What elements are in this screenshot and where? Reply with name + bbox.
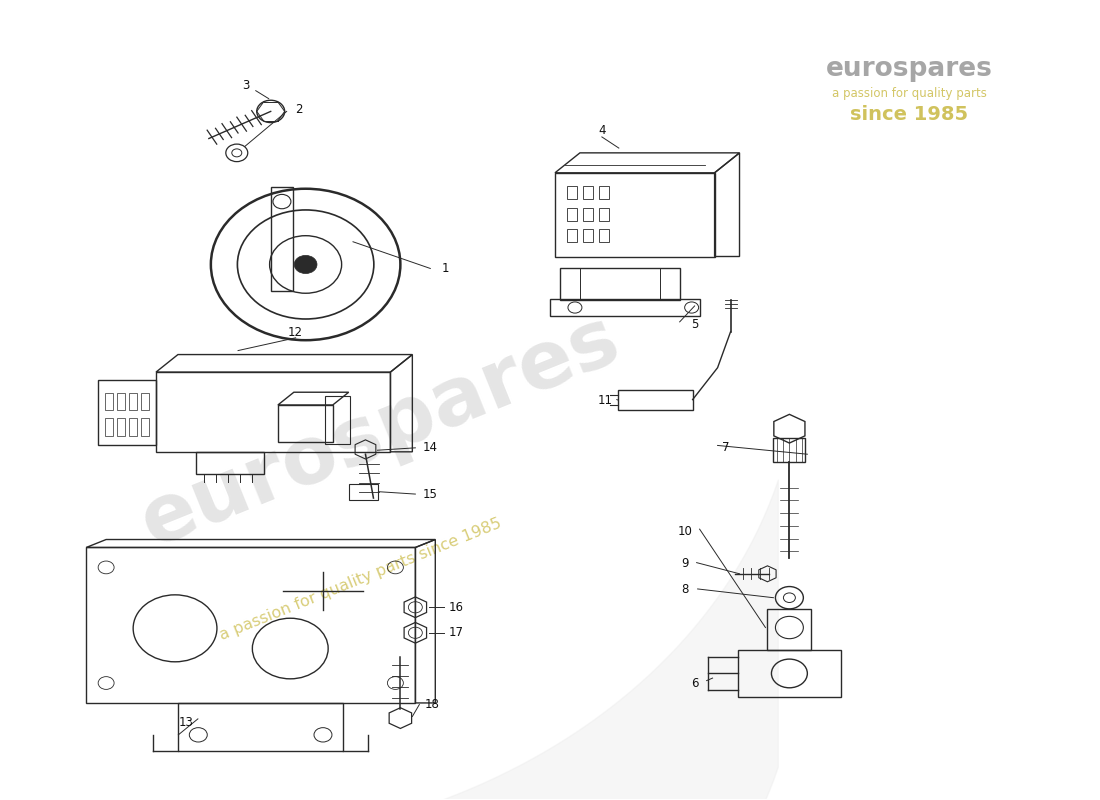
- Text: 12: 12: [288, 326, 304, 338]
- Text: 9: 9: [681, 557, 689, 570]
- Text: 18: 18: [425, 698, 440, 711]
- Bar: [583, 186, 593, 199]
- Text: 3: 3: [242, 78, 250, 91]
- Text: 6: 6: [691, 677, 698, 690]
- Bar: [737, 650, 842, 697]
- Bar: [86, 547, 416, 703]
- Bar: [566, 208, 576, 221]
- Text: 4: 4: [598, 124, 606, 137]
- Bar: [324, 396, 350, 444]
- Bar: [278, 405, 332, 442]
- Bar: [141, 393, 149, 410]
- Bar: [773, 438, 805, 462]
- Bar: [618, 390, 693, 410]
- Bar: [550, 298, 700, 316]
- Bar: [768, 609, 812, 650]
- Text: 7: 7: [722, 442, 729, 454]
- Bar: [156, 372, 390, 452]
- Text: a passion for quality parts since 1985: a passion for quality parts since 1985: [218, 516, 504, 643]
- Bar: [566, 186, 576, 199]
- Bar: [129, 393, 138, 410]
- Bar: [583, 230, 593, 242]
- Bar: [98, 380, 156, 446]
- Bar: [129, 418, 138, 436]
- Text: 8: 8: [681, 583, 689, 596]
- Bar: [349, 484, 378, 500]
- Text: 16: 16: [449, 601, 464, 614]
- Text: 13: 13: [178, 716, 194, 730]
- Bar: [117, 393, 125, 410]
- Text: a passion for quality parts: a passion for quality parts: [832, 86, 987, 99]
- Bar: [566, 230, 576, 242]
- Text: 1: 1: [441, 262, 449, 275]
- Bar: [556, 173, 715, 257]
- Bar: [583, 208, 593, 221]
- Text: 2: 2: [295, 102, 302, 115]
- Text: 10: 10: [678, 525, 692, 538]
- Text: 11: 11: [597, 394, 613, 406]
- Text: 17: 17: [449, 626, 464, 639]
- Text: since 1985: since 1985: [850, 105, 968, 124]
- Bar: [117, 418, 125, 436]
- Bar: [598, 208, 609, 221]
- Bar: [106, 393, 113, 410]
- Circle shape: [294, 255, 317, 274]
- Bar: [598, 230, 609, 242]
- Text: eurospares: eurospares: [826, 56, 992, 82]
- Bar: [106, 418, 113, 436]
- Bar: [271, 187, 293, 291]
- Bar: [141, 418, 149, 436]
- Bar: [560, 269, 680, 300]
- Text: 5: 5: [691, 318, 698, 330]
- Bar: [598, 186, 609, 199]
- Text: eurospares: eurospares: [130, 300, 631, 563]
- Bar: [196, 452, 264, 474]
- Text: 14: 14: [422, 442, 438, 454]
- Bar: [178, 703, 343, 750]
- Text: 15: 15: [422, 487, 438, 501]
